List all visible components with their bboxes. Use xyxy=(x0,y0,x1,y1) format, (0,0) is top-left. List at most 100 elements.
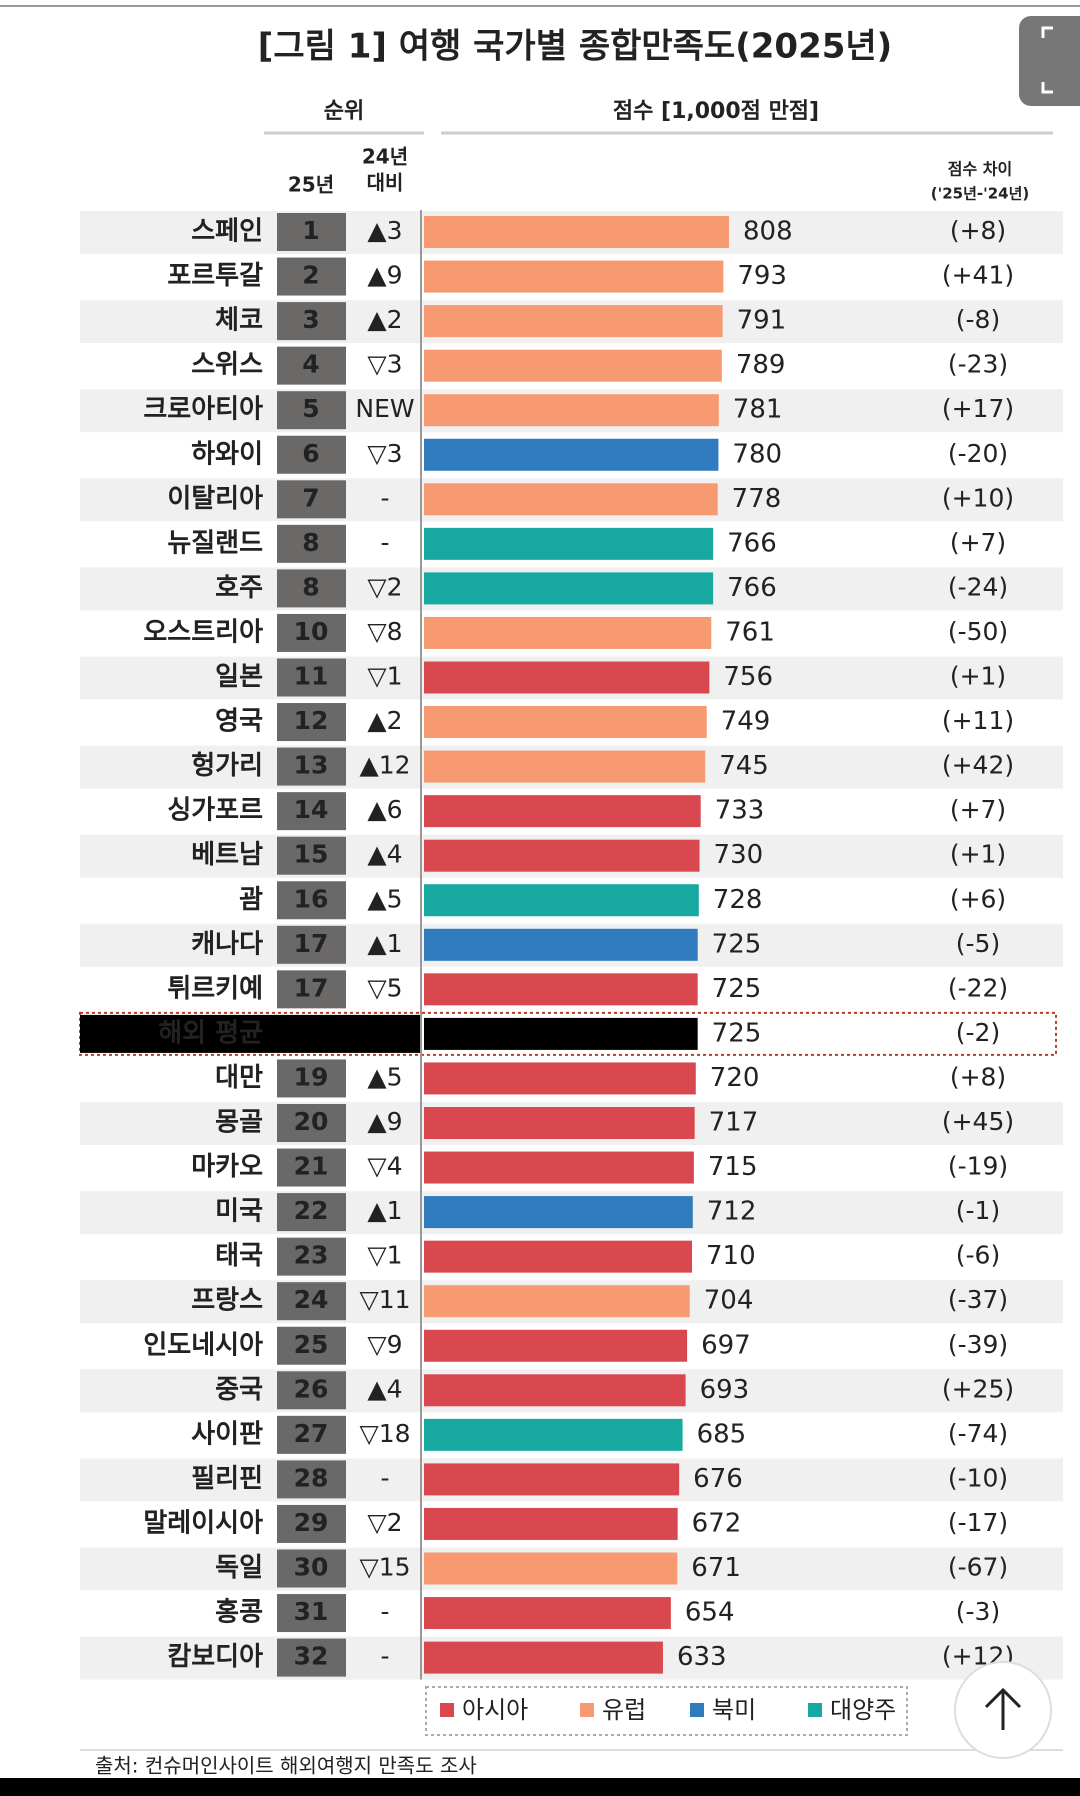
bar xyxy=(424,216,729,248)
value-label: 733 xyxy=(715,796,765,826)
rank-box xyxy=(277,1460,346,1499)
bar xyxy=(424,1017,698,1050)
category-label: 괌 xyxy=(239,885,263,915)
diff-header: ('25년-'24년) xyxy=(931,185,1029,203)
bar xyxy=(424,1641,663,1674)
bar xyxy=(424,527,714,560)
rank: 5 xyxy=(302,394,319,423)
diff-header: 점수 차이 xyxy=(948,160,1012,179)
rank: 23 xyxy=(294,1241,329,1270)
score-diff: (+45) xyxy=(942,1107,1014,1136)
rank: 16 xyxy=(294,884,329,913)
bar xyxy=(424,483,718,516)
category-label: 마카오 xyxy=(191,1152,263,1182)
rank: 12 xyxy=(294,706,329,735)
score-diff: (-6) xyxy=(956,1241,1000,1270)
rank: 8 xyxy=(302,528,319,557)
score-diff: (+7) xyxy=(950,795,1006,824)
category-label: 대만 xyxy=(215,1063,263,1093)
bar xyxy=(424,706,707,739)
rank-box xyxy=(277,1148,346,1187)
score-diff: (-17) xyxy=(948,1508,1008,1537)
bar xyxy=(424,616,712,649)
bar xyxy=(424,1062,696,1095)
rank-box xyxy=(277,703,346,742)
bar xyxy=(424,928,698,961)
value-label: 725 xyxy=(712,929,762,959)
score-diff: (-74) xyxy=(948,1419,1008,1448)
score-diff: (-22) xyxy=(948,973,1008,1002)
value-label: 715 xyxy=(708,1152,758,1182)
value-label: 780 xyxy=(732,439,782,469)
rank-change: ▲1 xyxy=(367,1196,402,1225)
legend-swatch xyxy=(808,1703,822,1717)
bar xyxy=(424,1507,678,1540)
value-label: 712 xyxy=(707,1197,757,1227)
rank-box xyxy=(277,1594,346,1633)
category-label: 말레이시아 xyxy=(143,1508,263,1538)
rank-box xyxy=(277,881,346,920)
rank-box xyxy=(277,569,346,608)
score-diff: (+10) xyxy=(942,483,1014,512)
rank: 27 xyxy=(294,1419,329,1448)
rank-box xyxy=(277,1504,346,1543)
rank-change: NEW xyxy=(355,394,414,423)
bar xyxy=(424,973,698,1006)
bar xyxy=(424,1552,678,1585)
category-label: 해외 평균 xyxy=(158,1018,263,1048)
rank: 2 xyxy=(302,261,319,290)
rank-col-header: 25년 xyxy=(288,173,334,197)
rank-box xyxy=(277,792,346,831)
value-label: 672 xyxy=(692,1508,742,1538)
scroll-top-icon xyxy=(984,1687,1022,1730)
rank: 20 xyxy=(294,1107,329,1136)
category-label: 포르투갈 xyxy=(167,261,263,291)
rank-box xyxy=(277,1415,346,1454)
rank-box xyxy=(277,1282,346,1321)
score-diff: (-5) xyxy=(956,929,1000,958)
bar xyxy=(424,438,719,471)
rank-box xyxy=(277,1549,346,1588)
bar xyxy=(424,260,724,293)
rank-header: 순위 xyxy=(324,99,364,124)
score-diff: (+11) xyxy=(942,706,1014,735)
category-label: 튀르키예 xyxy=(167,974,263,1004)
bar xyxy=(424,884,699,917)
rank-box xyxy=(277,925,346,964)
value-label: 693 xyxy=(700,1375,750,1405)
rank: 13 xyxy=(294,751,329,780)
rank-change: ▲1 xyxy=(367,929,402,958)
rank-box xyxy=(277,257,346,296)
rank-change: ▲4 xyxy=(367,840,402,869)
bar xyxy=(424,1240,693,1273)
category-label: 이탈리아 xyxy=(167,484,263,514)
bottom-bar xyxy=(0,1778,1080,1796)
score-diff: (-37) xyxy=(948,1285,1008,1314)
rank-change: ▽11 xyxy=(359,1285,410,1314)
rank-change: - xyxy=(380,528,389,557)
rank: 31 xyxy=(294,1597,329,1626)
rank-change: ▽4 xyxy=(367,1152,402,1181)
score-diff: (+8) xyxy=(950,1062,1006,1091)
expand-button[interactable] xyxy=(1019,16,1080,106)
value-label: 704 xyxy=(704,1286,754,1316)
average-label-bg xyxy=(80,1014,421,1053)
category-label: 필리핀 xyxy=(191,1464,263,1494)
value-label: 766 xyxy=(727,573,777,603)
category-label: 헝가리 xyxy=(191,751,263,781)
rank: 28 xyxy=(294,1463,329,1492)
legend-label: 유럽 xyxy=(602,1696,646,1724)
score-diff: (-23) xyxy=(948,350,1008,379)
value-label: 697 xyxy=(701,1330,751,1360)
value-label: 725 xyxy=(712,1018,762,1048)
rank-change: ▲2 xyxy=(367,305,402,334)
rank: 29 xyxy=(294,1508,329,1537)
rank-change: ▲9 xyxy=(367,1107,402,1136)
bar xyxy=(424,1418,683,1451)
bar xyxy=(424,572,714,605)
category-label: 캐나다 xyxy=(191,929,263,959)
rank-change: ▽1 xyxy=(367,662,402,691)
bar xyxy=(424,1196,693,1229)
bar xyxy=(424,750,706,783)
rank-change: ▽3 xyxy=(367,350,402,379)
